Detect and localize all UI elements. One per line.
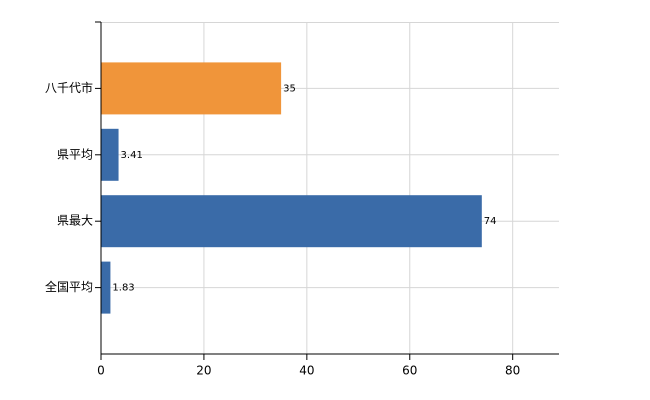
x-tick-label: 20 [196, 364, 211, 378]
value-label: 74 [484, 216, 497, 227]
bar [101, 261, 111, 314]
value-label: 3.41 [121, 150, 143, 161]
y-tick-label: 八千代市 [45, 80, 93, 95]
bar [101, 62, 282, 115]
y-tick-label: 県平均 [57, 147, 93, 161]
x-tick-label: 0 [97, 364, 105, 378]
bar [101, 128, 119, 181]
y-tick-label: 全国平均 [45, 279, 93, 294]
bar [101, 195, 482, 248]
value-label: 35 [283, 83, 296, 94]
y-tick-label: 県最大 [57, 214, 93, 228]
x-tick-label: 80 [505, 364, 520, 378]
value-label: 1.83 [112, 283, 134, 294]
x-tick-label: 40 [299, 364, 314, 378]
x-tick-label: 60 [402, 364, 417, 378]
